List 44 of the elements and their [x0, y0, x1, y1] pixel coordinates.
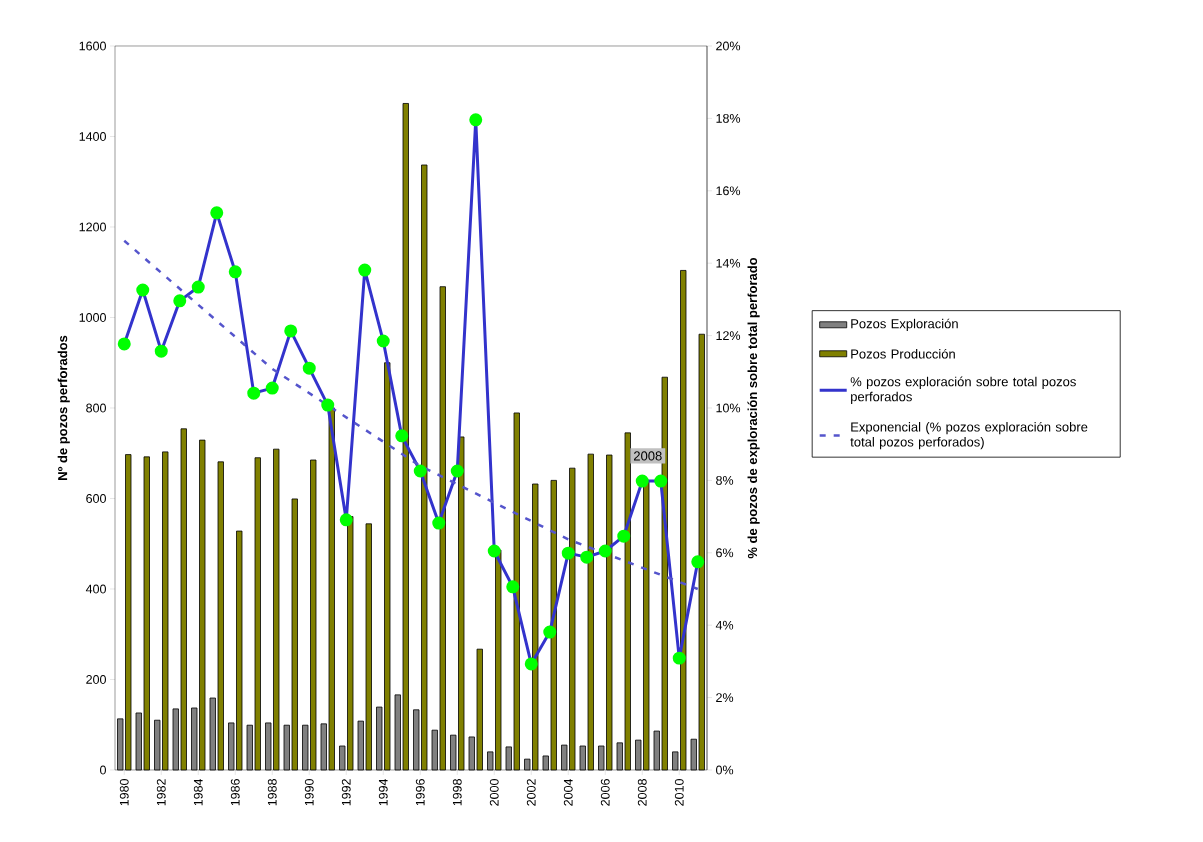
y-axis-title: Nº de pozos perforados	[57, 335, 70, 480]
x-tick-label: 1998	[452, 779, 462, 806]
x-tick-label: 1986	[230, 779, 240, 806]
legend-label: Exponencial (% pozos exploración sobre total pozos perforados)	[850, 421, 1088, 450]
y2-tick-label: 2%	[716, 693, 734, 702]
x-tick-label: 1980	[119, 779, 129, 806]
y2-tick-label: 8%	[716, 475, 734, 485]
legend-label: % pozos exploración sobre total pozos perforados	[850, 376, 1076, 404]
x-tick-label: 1990	[304, 779, 314, 806]
line-series	[123, 239, 699, 591]
legend-label: Pozos Exploración	[851, 318, 958, 331]
y2-tick-label: 20%	[716, 41, 741, 51]
y2-tick-label: 14%	[716, 258, 741, 268]
x-tick-label: 2004	[563, 778, 573, 806]
y-tick-label: 800	[86, 403, 106, 413]
x-tick-label: 1992	[341, 779, 351, 806]
x-tick-label: 2006	[600, 779, 610, 806]
y2-tick-label: 4%	[715, 620, 734, 630]
x-tick-label: 2008	[637, 779, 647, 806]
x-tick-label: 1982	[156, 779, 166, 806]
y-tick-label: 1000	[79, 313, 106, 322]
y2-tick-label: 0%	[716, 765, 734, 775]
x-tick-label: 1984	[193, 778, 203, 806]
y-tick-label: 1600	[79, 41, 106, 51]
x-tick-label: 2000	[489, 779, 499, 806]
x-tick-label: 2010	[674, 779, 684, 806]
x-tick-label: 1988	[267, 779, 277, 806]
y-tick-label: 200	[86, 675, 106, 684]
y-tick-label: 0	[100, 765, 106, 775]
x-tick-label: 1996	[415, 779, 425, 806]
y2-tick-label: 18%	[716, 113, 741, 123]
y-tick-label: 600	[86, 494, 106, 503]
y-tick-label: 1200	[79, 222, 106, 232]
y2-tick-label: 10%	[716, 403, 741, 413]
y2-tick-label: 16%	[716, 186, 741, 196]
annotation: 2008	[634, 451, 662, 461]
y2-tick-label: 12%	[716, 331, 741, 340]
y2-axis-title: % de pozos de exploración sobre total perforado	[747, 257, 760, 559]
x-tick-label: 1994	[378, 778, 388, 806]
y-tick-label: 1400	[79, 132, 106, 141]
y2-tick-label: 6%	[716, 548, 734, 558]
legend-label: Pozos Producción	[851, 348, 955, 359]
x-tick-label: 2002	[526, 779, 536, 806]
y-tick-label: 400	[85, 584, 106, 594]
